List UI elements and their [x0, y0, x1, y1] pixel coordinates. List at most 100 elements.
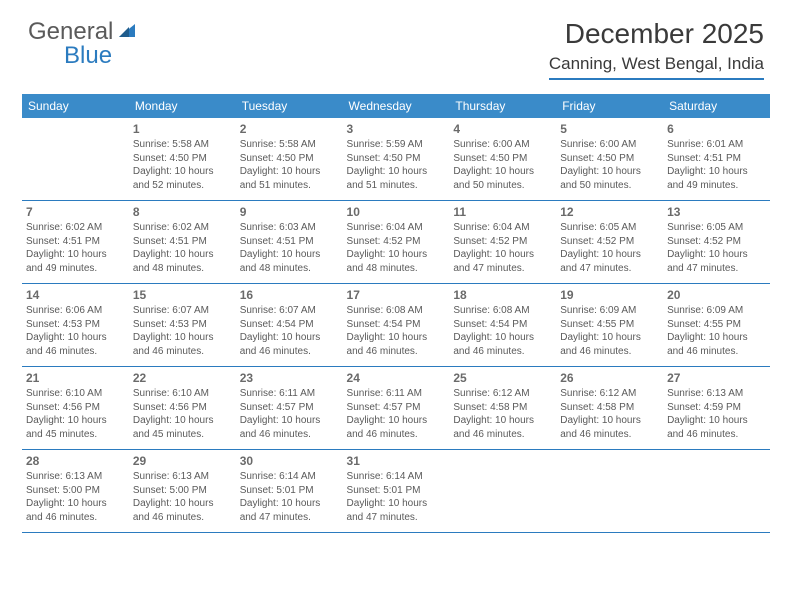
day-number: 29 [133, 454, 232, 468]
day-cell: 21 Sunrise: 6:10 AMSunset: 4:56 PMDayligh… [22, 367, 129, 450]
sunrise: Sunrise: 6:07 AM [133, 304, 232, 318]
sunset: Sunset: 4:50 PM [347, 152, 446, 166]
daylight: Daylight: 10 hours and 45 minutes. [133, 414, 232, 441]
day-cell: 14Sunrise: 6:06 AMSunset: 4:53 PMDayligh… [22, 284, 129, 367]
day-cell: 12 Sunrise: 6:05 AMSunset: 4:52 PMDayligh… [556, 201, 663, 284]
daylight: Daylight: 10 hours and 49 minutes. [667, 165, 766, 192]
day-info: Sunrise: 6:09 AMSunset: 4:55 PMDaylight:… [560, 304, 659, 358]
sunset: Sunset: 4:52 PM [560, 235, 659, 249]
daylight: Daylight: 10 hours and 47 minutes. [347, 497, 446, 524]
sunset: Sunset: 4:57 PM [240, 401, 339, 415]
daylight: Daylight: 10 hours and 50 minutes. [453, 165, 552, 192]
sunset: Sunset: 4:58 PM [560, 401, 659, 415]
day-info: Sunrise: 6:05 AMSunset: 4:52 PMDaylight:… [560, 221, 659, 275]
day-cell: 8Sunrise: 6:02 AMSunset: 4:51 PMDaylight… [129, 201, 236, 284]
sunset: Sunset: 4:52 PM [453, 235, 552, 249]
sunrise: Sunrise: 6:05 AM [560, 221, 659, 235]
sunrise: Sunrise: 5:59 AM [347, 138, 446, 152]
day-number: 23 [240, 371, 339, 385]
logo: General Blue [28, 18, 139, 46]
day-info: Sunrise: 6:14 AMSunset: 5:01 PMDaylight:… [240, 470, 339, 524]
sunrise: Sunrise: 6:01 AM [667, 138, 766, 152]
day-number: 1 [133, 122, 232, 136]
day-number: 28 [26, 454, 125, 468]
daylight: Daylight: 10 hours and 46 minutes. [453, 414, 552, 441]
sunset: Sunset: 4:57 PM [347, 401, 446, 415]
sunset: Sunset: 4:54 PM [240, 318, 339, 332]
day-info: Sunrise: 6:07 AMSunset: 4:53 PMDaylight:… [133, 304, 232, 358]
calendar-body: 1Sunrise: 5:58 AMSunset: 4:50 PMDaylight… [22, 118, 770, 533]
month-title: December 2025 [549, 18, 764, 50]
location: Canning, West Bengal, India [549, 54, 764, 80]
sunset: Sunset: 4:51 PM [133, 235, 232, 249]
day-cell: 5Sunrise: 6:00 AMSunset: 4:50 PMDaylight… [556, 118, 663, 201]
col-fri: Friday [556, 94, 663, 118]
sunrise: Sunrise: 6:09 AM [667, 304, 766, 318]
sunset: Sunset: 5:01 PM [347, 484, 446, 498]
daylight: Daylight: 10 hours and 46 minutes. [26, 497, 125, 524]
day-cell: 24Sunrise: 6:11 AMSunset: 4:57 PMDayligh… [343, 367, 450, 450]
sunrise: Sunrise: 5:58 AM [133, 138, 232, 152]
day-info: Sunrise: 6:00 AMSunset: 4:50 PMDaylight:… [453, 138, 552, 192]
day-number: 21 [26, 371, 125, 385]
sunrise: Sunrise: 6:12 AM [560, 387, 659, 401]
sunset: Sunset: 4:50 PM [133, 152, 232, 166]
day-number: 27 [667, 371, 766, 385]
sunrise: Sunrise: 6:14 AM [347, 470, 446, 484]
day-number: 9 [240, 205, 339, 219]
sunset: Sunset: 4:51 PM [667, 152, 766, 166]
day-number: 15 [133, 288, 232, 302]
sunrise: Sunrise: 6:02 AM [133, 221, 232, 235]
day-number: 17 [347, 288, 446, 302]
daylight: Daylight: 10 hours and 48 minutes. [133, 248, 232, 275]
sunset: Sunset: 4:56 PM [26, 401, 125, 415]
day-info: Sunrise: 6:11 AMSunset: 4:57 PMDaylight:… [240, 387, 339, 441]
sunrise: Sunrise: 6:11 AM [240, 387, 339, 401]
daylight: Daylight: 10 hours and 46 minutes. [560, 414, 659, 441]
day-number: 14 [26, 288, 125, 302]
day-info: Sunrise: 6:02 AMSunset: 4:51 PMDaylight:… [26, 221, 125, 275]
sunset: Sunset: 4:50 PM [453, 152, 552, 166]
title-block: December 2025 Canning, West Bengal, Indi… [549, 18, 764, 80]
sunset: Sunset: 5:00 PM [26, 484, 125, 498]
daylight: Daylight: 10 hours and 51 minutes. [347, 165, 446, 192]
day-cell: 22Sunrise: 6:10 AMSunset: 4:56 PMDayligh… [129, 367, 236, 450]
sunrise: Sunrise: 6:10 AM [26, 387, 125, 401]
day-number: 25 [453, 371, 552, 385]
sunrise: Sunrise: 6:04 AM [347, 221, 446, 235]
day-info: Sunrise: 5:58 AMSunset: 4:50 PMDaylight:… [133, 138, 232, 192]
day-number: 18 [453, 288, 552, 302]
day-info: Sunrise: 6:08 AMSunset: 4:54 PMDaylight:… [453, 304, 552, 358]
day-info: Sunrise: 5:59 AMSunset: 4:50 PMDaylight:… [347, 138, 446, 192]
day-info: Sunrise: 6:04 AMSunset: 4:52 PMDaylight:… [347, 221, 446, 275]
sunrise: Sunrise: 6:00 AM [560, 138, 659, 152]
col-sat: Saturday [663, 94, 770, 118]
sunrise: Sunrise: 6:02 AM [26, 221, 125, 235]
day-info: Sunrise: 6:11 AMSunset: 4:57 PMDaylight:… [347, 387, 446, 441]
daylight: Daylight: 10 hours and 51 minutes. [240, 165, 339, 192]
daylight: Daylight: 10 hours and 47 minutes. [560, 248, 659, 275]
daylight: Daylight: 10 hours and 46 minutes. [240, 414, 339, 441]
day-info: Sunrise: 6:13 AMSunset: 5:00 PMDaylight:… [133, 470, 232, 524]
daylight: Daylight: 10 hours and 45 minutes. [26, 414, 125, 441]
sunset: Sunset: 4:50 PM [560, 152, 659, 166]
sunrise: Sunrise: 6:11 AM [347, 387, 446, 401]
day-number: 4 [453, 122, 552, 136]
day-info: Sunrise: 6:09 AMSunset: 4:55 PMDaylight:… [667, 304, 766, 358]
day-number: 31 [347, 454, 446, 468]
col-mon: Monday [129, 94, 236, 118]
day-number: 19 [560, 288, 659, 302]
daylight: Daylight: 10 hours and 47 minutes. [240, 497, 339, 524]
day-info: Sunrise: 6:13 AMSunset: 5:00 PMDaylight:… [26, 470, 125, 524]
day-cell [449, 450, 556, 533]
sunset: Sunset: 4:51 PM [240, 235, 339, 249]
day-info: Sunrise: 6:01 AMSunset: 4:51 PMDaylight:… [667, 138, 766, 192]
day-number: 12 [560, 205, 659, 219]
day-number: 30 [240, 454, 339, 468]
sunset: Sunset: 4:56 PM [133, 401, 232, 415]
day-number: 16 [240, 288, 339, 302]
day-info: Sunrise: 6:12 AMSunset: 4:58 PMDaylight:… [560, 387, 659, 441]
header: General Blue December 2025 Canning, West… [0, 0, 792, 86]
daylight: Daylight: 10 hours and 46 minutes. [133, 497, 232, 524]
daylight: Daylight: 10 hours and 46 minutes. [133, 331, 232, 358]
